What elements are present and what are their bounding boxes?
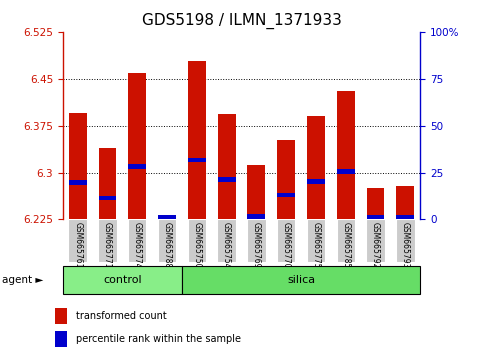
FancyBboxPatch shape	[307, 219, 325, 262]
Bar	[277, 140, 295, 219]
Text: GSM665769: GSM665769	[252, 222, 261, 268]
FancyBboxPatch shape	[337, 219, 355, 262]
Title: GDS5198 / ILMN_1371933: GDS5198 / ILMN_1371933	[142, 13, 341, 29]
Bar	[367, 188, 384, 219]
Text: agent ►: agent ►	[2, 275, 44, 285]
Text: silica: silica	[287, 275, 315, 285]
FancyBboxPatch shape	[98, 219, 117, 262]
Bar	[247, 165, 265, 219]
Bar	[128, 73, 146, 219]
Bar	[188, 61, 206, 219]
Bar	[337, 169, 355, 173]
Text: GSM665792: GSM665792	[371, 222, 380, 268]
Bar	[99, 148, 116, 219]
FancyBboxPatch shape	[69, 219, 87, 262]
Text: GSM665750: GSM665750	[192, 222, 201, 268]
FancyBboxPatch shape	[396, 219, 414, 262]
Bar	[247, 214, 265, 218]
Text: GSM665770: GSM665770	[282, 222, 291, 268]
Bar	[69, 181, 86, 185]
Text: control: control	[103, 275, 142, 285]
Bar	[337, 91, 355, 219]
Bar	[69, 113, 86, 219]
Bar	[158, 215, 176, 219]
FancyBboxPatch shape	[277, 219, 296, 262]
Bar	[307, 116, 325, 219]
Bar	[218, 177, 236, 182]
Text: GSM665754: GSM665754	[222, 222, 231, 268]
Text: GSM665785: GSM665785	[341, 222, 350, 268]
Bar	[188, 158, 206, 162]
Text: GSM665771: GSM665771	[103, 222, 112, 268]
FancyBboxPatch shape	[217, 219, 236, 262]
Bar	[55, 308, 68, 324]
Bar	[397, 216, 414, 220]
Text: GSM665774: GSM665774	[133, 222, 142, 268]
FancyBboxPatch shape	[158, 219, 176, 262]
FancyBboxPatch shape	[63, 266, 182, 294]
Bar	[277, 193, 295, 197]
Bar	[99, 196, 116, 200]
FancyBboxPatch shape	[182, 266, 420, 294]
Text: GSM665761: GSM665761	[73, 222, 82, 268]
Bar	[367, 215, 384, 219]
Bar	[55, 331, 68, 347]
Text: transformed count: transformed count	[75, 311, 166, 321]
FancyBboxPatch shape	[366, 219, 385, 262]
FancyBboxPatch shape	[247, 219, 266, 262]
Bar	[158, 216, 176, 220]
FancyBboxPatch shape	[128, 219, 146, 262]
Bar	[397, 186, 414, 219]
Text: GSM665788: GSM665788	[163, 222, 171, 268]
Text: percentile rank within the sample: percentile rank within the sample	[75, 334, 241, 344]
Text: GSM665775: GSM665775	[312, 222, 320, 268]
Bar	[307, 179, 325, 183]
FancyBboxPatch shape	[187, 219, 206, 262]
Text: GSM665793: GSM665793	[401, 222, 410, 268]
Bar	[218, 114, 236, 219]
Bar	[128, 164, 146, 169]
